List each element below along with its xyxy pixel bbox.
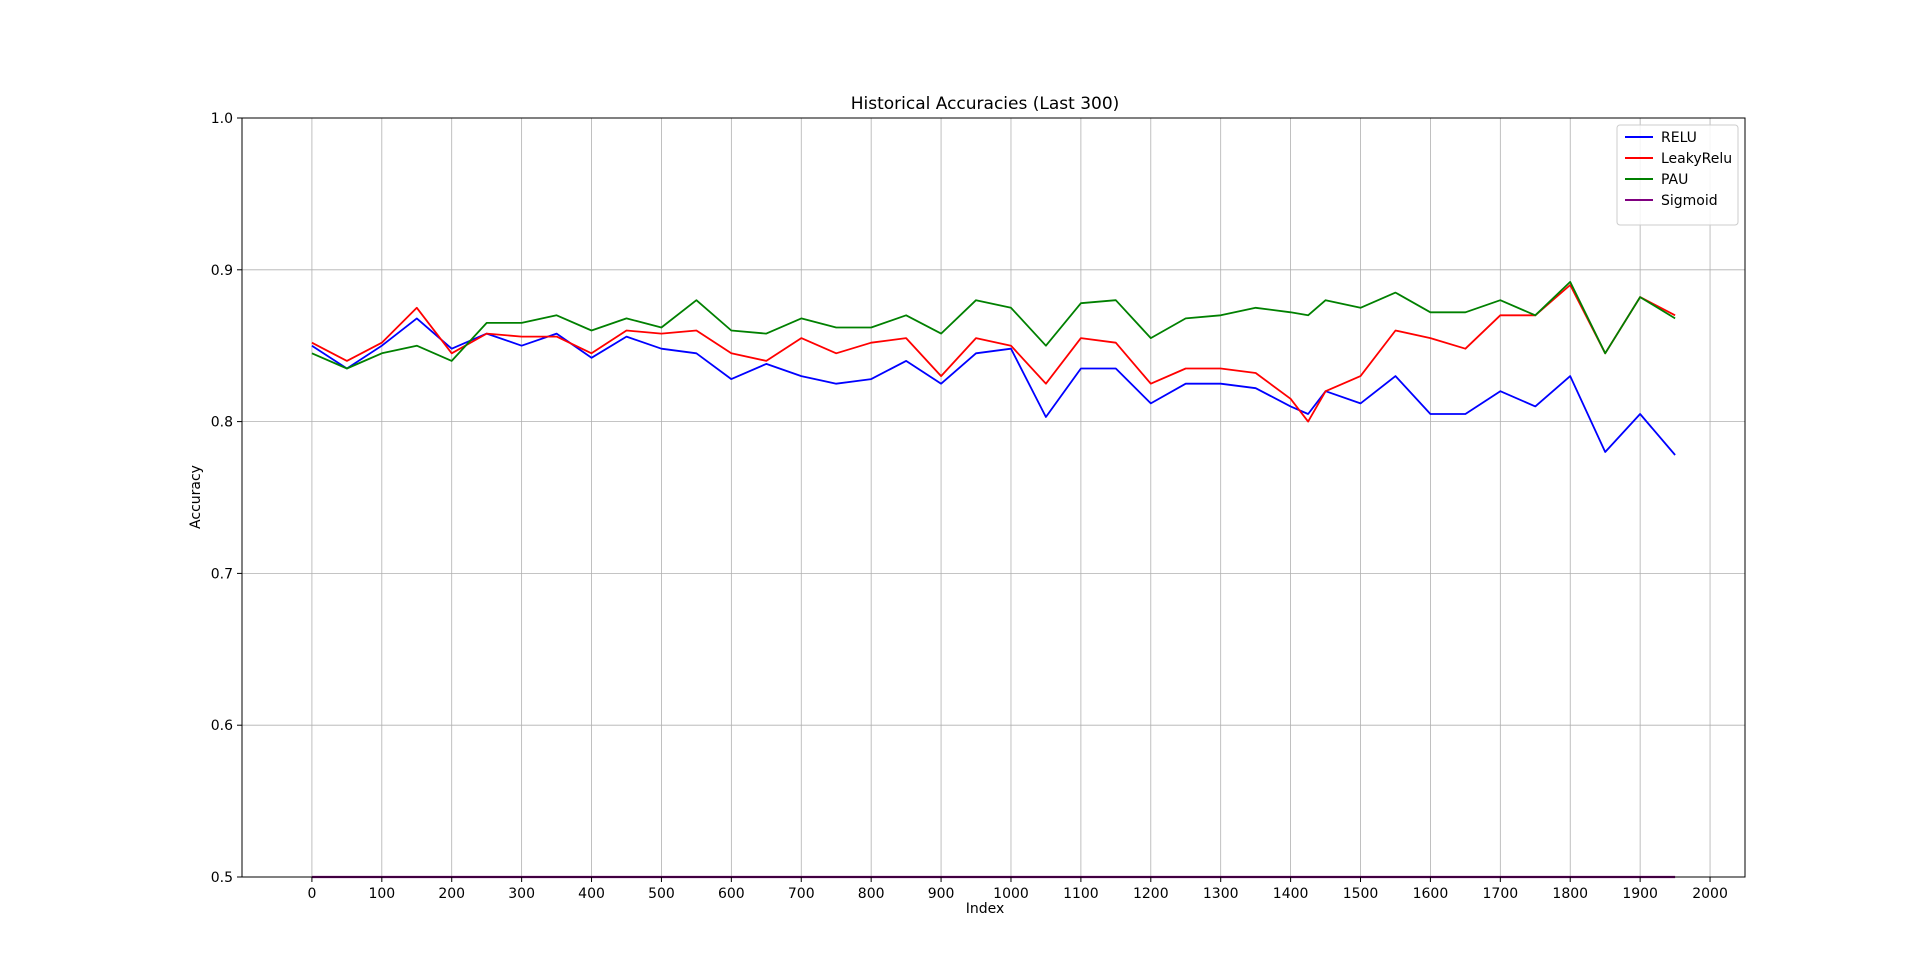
x-tick-label: 900 — [928, 886, 955, 902]
x-tick-label: 1700 — [1483, 886, 1519, 902]
series-line-relu — [311, 317, 1676, 456]
x-tick-label: 1800 — [1552, 886, 1588, 902]
grid — [242, 117, 1745, 878]
x-tick-label: 600 — [718, 886, 745, 902]
x-tick-label: 400 — [578, 886, 605, 902]
legend-label-relu: RELU — [1661, 130, 1697, 146]
ticks: 0 100 200 300 400 500 600 700 800 900 1000 1100 1200… — [211, 111, 1728, 902]
x-tick-label: 1100 — [1063, 886, 1099, 902]
x-tick-label: 1000 — [993, 886, 1029, 902]
y-tick-label: 0.7 — [211, 566, 233, 582]
x-tick-label: 1600 — [1413, 886, 1449, 902]
y-tick-label: 1.0 — [211, 111, 233, 127]
legend-label-sigmoid: Sigmoid — [1661, 193, 1718, 209]
x-tick-label: 500 — [648, 886, 675, 902]
x-tick-label: 1500 — [1343, 886, 1379, 902]
x-tick-label: 1900 — [1622, 886, 1658, 902]
x-tick-label: 200 — [438, 886, 465, 902]
x-tick-label: 1400 — [1273, 886, 1309, 902]
series-line-leakyrelu — [311, 284, 1676, 423]
y-tick-label: 0.5 — [211, 870, 233, 886]
plot-frame — [241, 117, 1746, 878]
legend-label-leakyrelu: LeakyRelu — [1661, 151, 1732, 167]
y-tick-label: 0.9 — [211, 263, 233, 279]
x-tick-label: 100 — [368, 886, 395, 902]
x-tick-label: 800 — [858, 886, 885, 902]
chart-title: Historical Accuracies (Last 300) — [851, 94, 1120, 114]
y-tick-label: 0.8 — [211, 415, 233, 431]
x-tick-label: 1200 — [1133, 886, 1169, 902]
legend-label-pau: PAU — [1661, 172, 1688, 188]
x-axis-label: Index — [966, 901, 1005, 917]
series-line-pau — [311, 280, 1676, 370]
x-tick-label: 2000 — [1692, 886, 1728, 902]
y-axis-label: Accuracy — [188, 465, 204, 529]
series-layer — [311, 280, 1676, 879]
legend: RELU LeakyRelu PAU Sigmoid — [1616, 124, 1739, 226]
x-tick-label: 0 — [307, 886, 316, 902]
y-tick-label: 0.6 — [211, 718, 233, 734]
x-tick-label: 700 — [788, 886, 815, 902]
x-tick-label: 300 — [508, 886, 535, 902]
x-tick-label: 1300 — [1203, 886, 1239, 902]
